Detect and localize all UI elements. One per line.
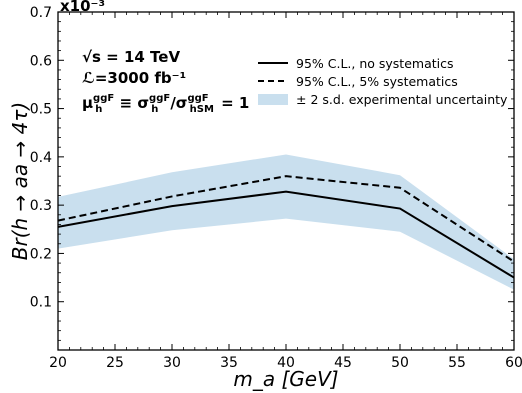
x-tick-label: 30 — [163, 355, 181, 371]
x-tick-label: 45 — [334, 355, 352, 371]
x-tick-label: 20 — [49, 355, 67, 371]
x-axis-label: m_a [GeV] — [233, 367, 338, 391]
y-tick-label: 0.7 — [30, 5, 52, 21]
x-tick-label: 25 — [106, 355, 124, 371]
y-tick-label: 0.3 — [30, 198, 52, 214]
y-tick-label: 0.2 — [30, 246, 52, 262]
axis-ticks-layer: 20 25 30 35 40 45 50 55 60 0.1 0.2 0.3 0.4 0.5 0.6 0.7 — [30, 5, 522, 371]
legend-label-uncertainty: ± 2 s.d. experimental uncertainty — [296, 92, 508, 107]
x-tick-label: 55 — [448, 355, 466, 371]
legend-label-no-systematics: 95% C.L., no systematics — [296, 56, 454, 71]
y-scale-label: x10⁻³ — [60, 0, 105, 15]
y-tick-label: 0.4 — [30, 150, 52, 166]
x-tick-label: 35 — [220, 355, 238, 371]
line-5pct-systematics — [57, 175, 515, 263]
uncertainty-band-layer — [58, 154, 514, 290]
series-lines-layer — [57, 175, 515, 279]
x-tick-label: 60 — [505, 355, 522, 371]
energy-annotation: √s = 14 TeV — [82, 48, 180, 66]
y-tick-label: 0.5 — [30, 102, 52, 118]
line-no-systematics — [57, 190, 515, 279]
luminosity-annotation: ℒ=3000 fb⁻¹ — [82, 69, 186, 87]
y-tick-label: 0.6 — [30, 53, 52, 69]
y-axis-label: Br(h → aa → 4τ) — [8, 102, 32, 260]
legend-label-5pct-systematics: 95% C.L., 5% systematics — [296, 74, 458, 89]
x-tick-label: 40 — [277, 355, 295, 371]
signal-strength-annotation: μggF h ≡ σggF h/σggF hSM = 1 — [82, 93, 249, 115]
y-tick-label: 0.1 — [30, 295, 52, 311]
legend: 95% C.L., no systematics 95% C.L., 5% sy… — [258, 56, 508, 107]
uncertainty-band — [58, 154, 514, 290]
x-tick-label: 50 — [391, 355, 409, 371]
legend-swatch-band — [258, 94, 288, 105]
